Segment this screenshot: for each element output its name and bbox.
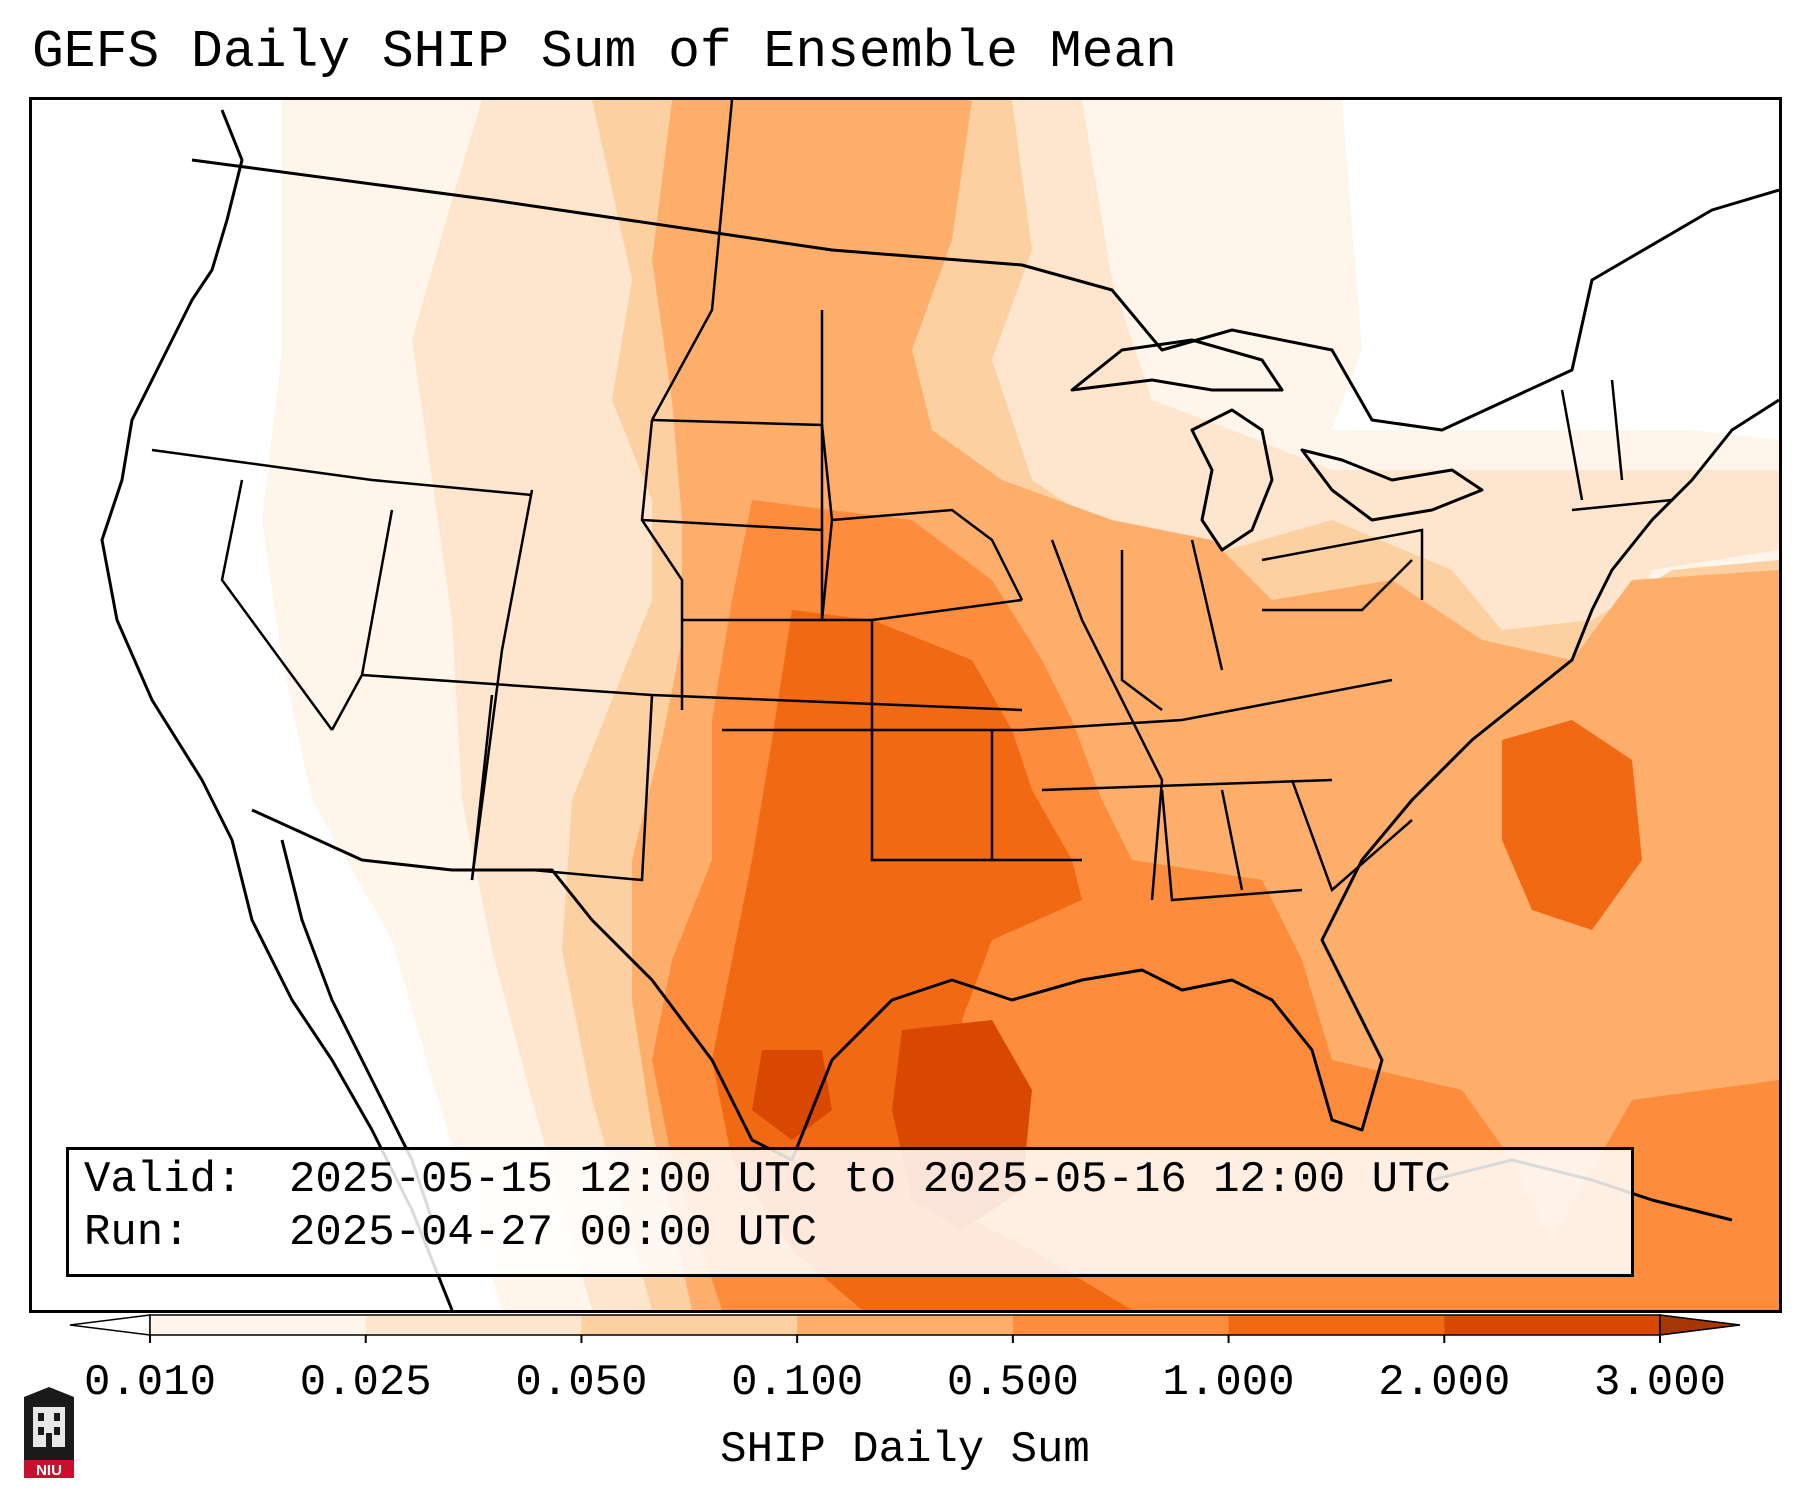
colorbar-tick-label: 3.000: [1593, 1358, 1727, 1408]
colorbar-segment: [1228, 1315, 1445, 1335]
run-value: 2025-04-27 00:00 UTC: [289, 1208, 818, 1258]
colorbar-segment: [150, 1315, 367, 1335]
map-title: GEFS Daily SHIP Sum of Ensemble Mean: [32, 22, 1177, 82]
colorbar-segment: [797, 1315, 1014, 1335]
ship-map: [100, 100, 1779, 1310]
colorbar-label: SHIP Daily Sum: [720, 1425, 1090, 1475]
colorbar-segments: [69, 1314, 1741, 1336]
map-panel: [29, 97, 1782, 1313]
shade-level-6b: [1502, 720, 1642, 930]
colorbar-segment: [581, 1315, 798, 1335]
run-label: Run:: [84, 1208, 190, 1258]
great-lakes-michigan: [1190, 408, 1274, 552]
great-lakes-huron-erie: [1300, 448, 1484, 522]
validity-info-box: Valid: 2025-05-15 12:00 UTC to 2025-05-1…: [66, 1147, 1634, 1277]
colorbar-under-extension: [69, 1314, 151, 1336]
ship-shading: [262, 100, 1779, 1310]
colorbar-outline: [149, 1314, 1661, 1336]
gulf-coastline: [590, 398, 1779, 1162]
colorbar-tick-label: 2.000: [1378, 1358, 1511, 1408]
colorbar-ticks: [149, 1335, 1661, 1343]
university-building-icon: NIU: [24, 1387, 74, 1479]
state-borders: [151, 100, 1673, 902]
geographic-boundaries: [100, 109, 1779, 1310]
colorbar-segment: [1012, 1315, 1230, 1335]
shade-level-7b: [752, 1050, 832, 1140]
colorbar: [69, 1314, 1741, 1343]
colorbar-tick-label: 0.500: [946, 1358, 1079, 1408]
colorbar-tick-label: 0.025: [299, 1358, 432, 1408]
shade-level-6: [712, 610, 1132, 1310]
colorbar-segment: [365, 1315, 582, 1335]
logo-text: NIU: [36, 1462, 62, 1479]
colorbar-over-extension: [1659, 1314, 1741, 1336]
colorbar-tick-label: 0.100: [731, 1358, 864, 1408]
colorbar-tick-label: 0.050: [515, 1358, 648, 1408]
great-lakes-superior: [1070, 338, 1284, 392]
valid-value: 2025-05-15 12:00 UTC to 2025-05-16 12:00…: [289, 1155, 1451, 1205]
colorbar-tick-label: 0.010: [83, 1358, 217, 1408]
mexico-border: [251, 808, 594, 921]
us-canada-border: [191, 158, 1779, 432]
valid-label: Valid:: [84, 1155, 243, 1205]
logo-banner: [24, 1460, 74, 1478]
colorbar-segment: [1444, 1315, 1661, 1335]
colorbar-tick-label: 1.000: [1162, 1358, 1295, 1408]
pacific-coastline: [100, 109, 454, 1310]
